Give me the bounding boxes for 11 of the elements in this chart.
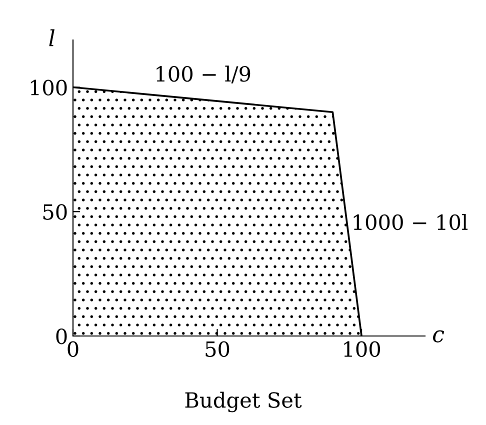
- x-axis-title: c: [433, 330, 444, 342]
- annotation: 1000 − 10l: [354, 214, 468, 230]
- text: Budget Set: [185, 392, 302, 412]
- x-tick-label: 100: [344, 341, 380, 357]
- annotation: 100 − l/9: [156, 66, 250, 84]
- y-axis-title: l: [49, 29, 54, 46]
- x-tick-label: 50: [206, 341, 230, 357]
- y-tick-label: 50: [43, 204, 67, 220]
- y-tick-label: 0: [56, 328, 67, 344]
- x-tick-label: 0: [68, 341, 78, 357]
- y-tick-label: 100: [30, 80, 67, 96]
